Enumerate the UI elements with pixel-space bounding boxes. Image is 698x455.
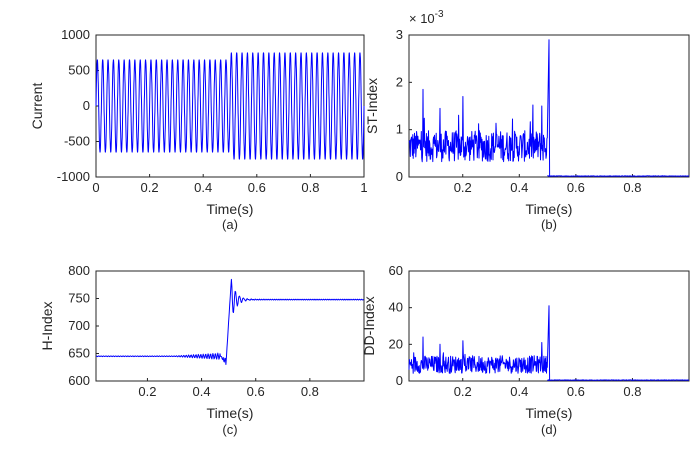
xtick-label-b-1: 0.4 xyxy=(510,180,528,195)
xtick-label-d-2: 0.6 xyxy=(567,384,585,399)
xtick-label-b-2: 0.6 xyxy=(567,180,585,195)
xtick-label-a-3: 0.6 xyxy=(248,180,266,195)
xtick-label-a-0: 0 xyxy=(92,180,99,195)
xtick-label-d-1: 0.4 xyxy=(510,384,528,399)
xlabel-b: Time(s) xyxy=(526,201,573,217)
ytick-label-d-3: 0 xyxy=(396,373,403,388)
panel-d: 0.2 0.4 0.6 0.8 60 40 20 0 DD-Index Time(s) (d) xyxy=(361,263,690,437)
xtick-label-d-3: 0.8 xyxy=(623,384,641,399)
ytick-label-b-0: 3 xyxy=(396,27,403,42)
xtick-label-a-2: 0.4 xyxy=(194,180,212,195)
panel-c: 0.2 0.4 0.6 0.8 800 750 700 650 600 H-Index Time… xyxy=(39,263,365,437)
dd-index-series-line xyxy=(408,305,690,381)
ytick-label-c-1: 750 xyxy=(68,291,90,306)
ytick-label-d-2: 20 xyxy=(389,336,403,351)
ytick-label-c-4: 600 xyxy=(68,373,90,388)
exponent-label-b: × 10-3 xyxy=(409,9,444,26)
ytick-label-c-2: 700 xyxy=(68,318,90,333)
ytick-label-a-2: 0 xyxy=(83,98,90,113)
xlabel-a: Time(s) xyxy=(207,201,254,217)
xtick-label-a-1: 0.2 xyxy=(141,180,159,195)
ticks-a: 0 0.2 0.4 0.6 0.8 1 1000 500 0 -500 -1000 xyxy=(57,27,368,195)
st-index-series-line xyxy=(408,39,690,177)
ytick-label-a-0: 1000 xyxy=(61,27,90,42)
xtick-label-c-3: 0.8 xyxy=(301,384,319,399)
xlabel-c: Time(s) xyxy=(207,405,254,421)
ytick-label-c-3: 650 xyxy=(68,346,90,361)
ylabel-d: DD-Index xyxy=(361,296,377,355)
ylabel-b: ST-Index xyxy=(364,78,380,134)
caption-a: (a) xyxy=(222,217,238,232)
ytick-label-d-1: 40 xyxy=(389,300,403,315)
xtick-label-c-0: 0.2 xyxy=(138,384,156,399)
exponent-power-b: -3 xyxy=(435,9,444,20)
ytick-label-c-0: 800 xyxy=(68,263,90,278)
ticks-c: 0.2 0.4 0.6 0.8 800 750 700 650 600 xyxy=(68,263,319,399)
panel-b: 0.2 0.4 0.6 0.8 3 2 1 0 ST-Index × 10-3 Time(s)… xyxy=(364,9,690,232)
ytick-label-b-2: 1 xyxy=(396,122,403,137)
ytick-label-a-4: -1000 xyxy=(57,169,90,184)
ytick-label-b-3: 0 xyxy=(396,169,403,184)
ytick-label-a-3: -500 xyxy=(64,134,90,149)
exponent-base-b: × 10 xyxy=(409,11,435,26)
ytick-label-a-1: 500 xyxy=(68,63,90,78)
xtick-label-c-1: 0.4 xyxy=(193,384,211,399)
caption-c: (c) xyxy=(222,422,237,437)
caption-d: (d) xyxy=(541,422,557,437)
xtick-label-d-0: 0.2 xyxy=(454,384,472,399)
plot-area-c xyxy=(95,270,365,382)
ticks-d: 0.2 0.4 0.6 0.8 60 40 20 0 xyxy=(389,263,642,399)
current-series-line xyxy=(95,52,365,160)
ylabel-a: Current xyxy=(29,83,45,130)
ylabel-c: H-Index xyxy=(39,301,55,350)
ytick-label-b-1: 2 xyxy=(396,74,403,89)
xtick-label-b-3: 0.8 xyxy=(623,180,641,195)
h-index-series-line xyxy=(96,278,364,365)
xtick-label-b-0: 0.2 xyxy=(454,180,472,195)
ticks-b: 0.2 0.4 0.6 0.8 3 2 1 0 xyxy=(396,27,642,195)
ytick-label-d-0: 60 xyxy=(389,263,403,278)
xtick-label-a-5: 1 xyxy=(360,180,367,195)
xlabel-d: Time(s) xyxy=(526,405,573,421)
xtick-label-c-2: 0.6 xyxy=(247,384,265,399)
caption-b: (b) xyxy=(541,217,557,232)
xtick-label-a-4: 0.8 xyxy=(301,180,319,195)
